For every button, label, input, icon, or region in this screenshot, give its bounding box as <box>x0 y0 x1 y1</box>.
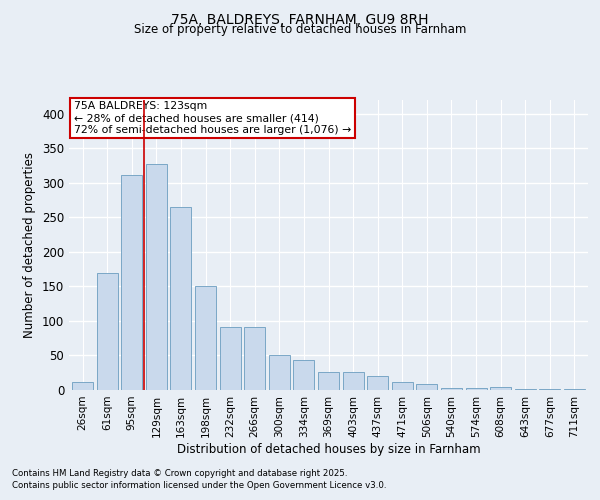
Bar <box>539 388 560 390</box>
Bar <box>466 388 487 390</box>
Bar <box>146 164 167 390</box>
Bar <box>170 207 191 390</box>
Bar <box>121 174 142 390</box>
Text: Contains HM Land Registry data © Crown copyright and database right 2025.: Contains HM Land Registry data © Crown c… <box>12 468 347 477</box>
Bar <box>367 376 388 390</box>
Bar <box>490 386 511 390</box>
Bar <box>318 372 339 390</box>
Bar <box>195 286 216 390</box>
Text: Size of property relative to detached houses in Farnham: Size of property relative to detached ho… <box>134 22 466 36</box>
Text: 75A, BALDREYS, FARNHAM, GU9 8RH: 75A, BALDREYS, FARNHAM, GU9 8RH <box>171 12 429 26</box>
Bar <box>293 360 314 390</box>
Bar <box>72 382 93 390</box>
Bar <box>244 327 265 390</box>
Bar <box>416 384 437 390</box>
X-axis label: Distribution of detached houses by size in Farnham: Distribution of detached houses by size … <box>176 442 481 456</box>
Text: 75A BALDREYS: 123sqm
← 28% of detached houses are smaller (414)
72% of semi-deta: 75A BALDREYS: 123sqm ← 28% of detached h… <box>74 102 352 134</box>
Text: Contains public sector information licensed under the Open Government Licence v3: Contains public sector information licen… <box>12 481 386 490</box>
Bar <box>564 388 585 390</box>
Bar <box>392 382 413 390</box>
Bar <box>220 327 241 390</box>
Bar <box>441 388 462 390</box>
Y-axis label: Number of detached properties: Number of detached properties <box>23 152 37 338</box>
Bar <box>343 372 364 390</box>
Bar <box>97 272 118 390</box>
Bar <box>269 356 290 390</box>
